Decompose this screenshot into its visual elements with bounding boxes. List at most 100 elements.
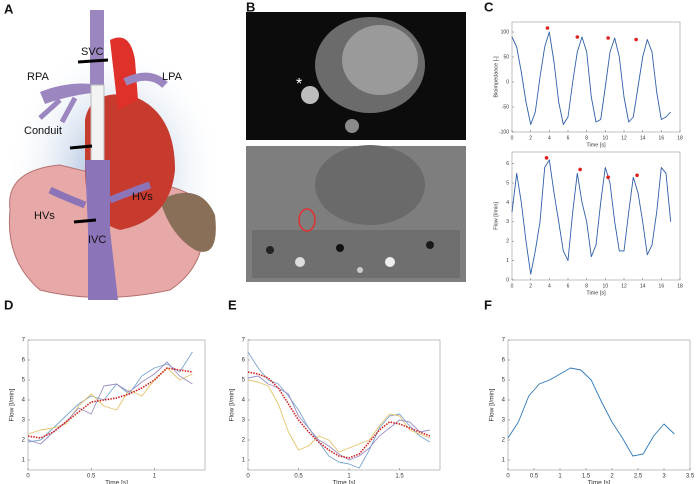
x-tick-label: 8 bbox=[585, 135, 588, 141]
x-tick-label: 14 bbox=[640, 135, 646, 141]
mri-phase bbox=[246, 145, 466, 282]
y-tick-label: 7 bbox=[502, 338, 506, 344]
y-tick-label: 4 bbox=[502, 398, 506, 404]
x-tick-label: 0.5 bbox=[87, 474, 96, 480]
x-axis-label: Time [s] bbox=[586, 290, 606, 296]
y-tick-label: 0 bbox=[506, 277, 509, 283]
anatomy-illustration bbox=[5, 10, 225, 300]
series-line bbox=[27, 351, 193, 443]
x-tick-label: 10 bbox=[603, 135, 609, 141]
y-tick-label: 6 bbox=[242, 358, 246, 364]
y-tick-label: 2 bbox=[502, 438, 506, 444]
x-tick-label: 18 bbox=[677, 135, 683, 141]
x-tick-label: 16 bbox=[659, 135, 665, 141]
marker bbox=[575, 35, 580, 39]
y-tick-label: 4 bbox=[506, 200, 509, 206]
x-axis-label: Time [s] bbox=[333, 480, 356, 484]
marker bbox=[635, 173, 639, 178]
y-tick-label: 1 bbox=[242, 458, 246, 464]
series-line bbox=[511, 159, 672, 275]
x-tick-label: 8 bbox=[585, 283, 588, 289]
y-tick-label: 7 bbox=[22, 338, 26, 344]
plot-frame bbox=[511, 21, 681, 133]
x-tick-label: 2 bbox=[610, 474, 614, 480]
y-tick-label: 3 bbox=[506, 219, 509, 225]
panel-label: A bbox=[4, 1, 14, 16]
marker bbox=[545, 26, 550, 30]
y-tick-label: 5 bbox=[242, 378, 246, 384]
x-tick-label: 12 bbox=[621, 135, 627, 141]
panel-label: E bbox=[228, 297, 237, 312]
series-line bbox=[511, 31, 672, 125]
x-tick-label: 1 bbox=[558, 474, 562, 480]
x-axis-label: Time [s] bbox=[586, 142, 606, 148]
plot-frame bbox=[27, 339, 206, 471]
y-tick-label: 100 bbox=[501, 29, 510, 35]
x-tick-label: 2 bbox=[529, 283, 532, 289]
series-line bbox=[247, 371, 431, 459]
x-tick-label: 0.5 bbox=[530, 474, 539, 480]
x-tick-label: 4 bbox=[548, 135, 551, 141]
y-tick-label: 1 bbox=[506, 258, 509, 264]
x-tick-label: 0 bbox=[26, 474, 30, 480]
y-tick-label: 0 bbox=[506, 79, 509, 85]
x-tick-label: 6 bbox=[567, 135, 570, 141]
y-tick-label: 6 bbox=[22, 358, 26, 364]
y-tick-label: 5 bbox=[506, 180, 509, 186]
y-tick-label: 5 bbox=[22, 378, 26, 384]
panel-label: B bbox=[246, 0, 255, 14]
x-tick-label: 2.5 bbox=[634, 474, 643, 480]
marker bbox=[606, 175, 610, 180]
y-tick-label: -100 bbox=[499, 129, 509, 135]
y-axis-label: Flow [l/min] bbox=[229, 388, 236, 421]
panel-label: F bbox=[484, 297, 492, 312]
plot-frame bbox=[247, 339, 441, 471]
x-tick-label: 18 bbox=[677, 283, 683, 289]
mri-magnitude bbox=[246, 12, 466, 140]
y-axis-label: Bioimpedance [-] bbox=[493, 56, 499, 98]
y-tick-label: 2 bbox=[506, 239, 509, 245]
marker bbox=[606, 36, 610, 40]
y-tick-label: 3 bbox=[242, 418, 246, 424]
anatomy-label: SVC bbox=[81, 46, 104, 58]
series-line bbox=[507, 367, 675, 457]
anatomy-label: Conduit bbox=[24, 125, 62, 137]
y-tick-label: 50 bbox=[503, 54, 509, 60]
marker bbox=[634, 37, 638, 42]
series-line bbox=[247, 379, 431, 453]
x-tick-label: 1.5 bbox=[395, 474, 404, 480]
y-tick-label: 7 bbox=[242, 338, 246, 344]
x-tick-label: 16 bbox=[659, 283, 665, 289]
x-tick-label: 10 bbox=[603, 283, 609, 289]
x-tick-label: 0.5 bbox=[294, 474, 303, 480]
x-tick-label: 2 bbox=[529, 135, 532, 141]
series-line bbox=[27, 367, 193, 435]
x-tick-label: 1 bbox=[347, 474, 351, 480]
marker bbox=[544, 156, 549, 160]
y-tick-label: 2 bbox=[242, 438, 246, 444]
marker bbox=[578, 167, 582, 172]
panel-label: D bbox=[4, 297, 13, 312]
series-line bbox=[27, 361, 193, 445]
y-tick-label: 5 bbox=[502, 378, 506, 384]
y-tick-label: -50 bbox=[502, 104, 509, 110]
x-tick-label: 1.5 bbox=[582, 474, 591, 480]
x-tick-label: 0 bbox=[246, 474, 250, 480]
x-tick-label: 1 bbox=[153, 474, 157, 480]
x-tick-label: 3.5 bbox=[686, 474, 695, 480]
x-tick-label: 6 bbox=[567, 283, 570, 289]
x-tick-label: 0 bbox=[511, 283, 514, 289]
series-line bbox=[247, 351, 431, 469]
y-tick-label: 3 bbox=[502, 418, 506, 424]
y-tick-label: 6 bbox=[502, 358, 506, 364]
series-line bbox=[27, 367, 193, 439]
y-tick-label: 1 bbox=[502, 458, 506, 464]
x-tick-label: 4 bbox=[548, 283, 551, 289]
y-tick-label: 4 bbox=[242, 398, 246, 404]
plot-frame bbox=[511, 151, 681, 281]
plot-frame bbox=[507, 339, 691, 471]
y-tick-label: 4 bbox=[22, 398, 26, 404]
x-tick-label: 14 bbox=[640, 283, 646, 289]
x-tick-label: 0 bbox=[511, 135, 514, 141]
